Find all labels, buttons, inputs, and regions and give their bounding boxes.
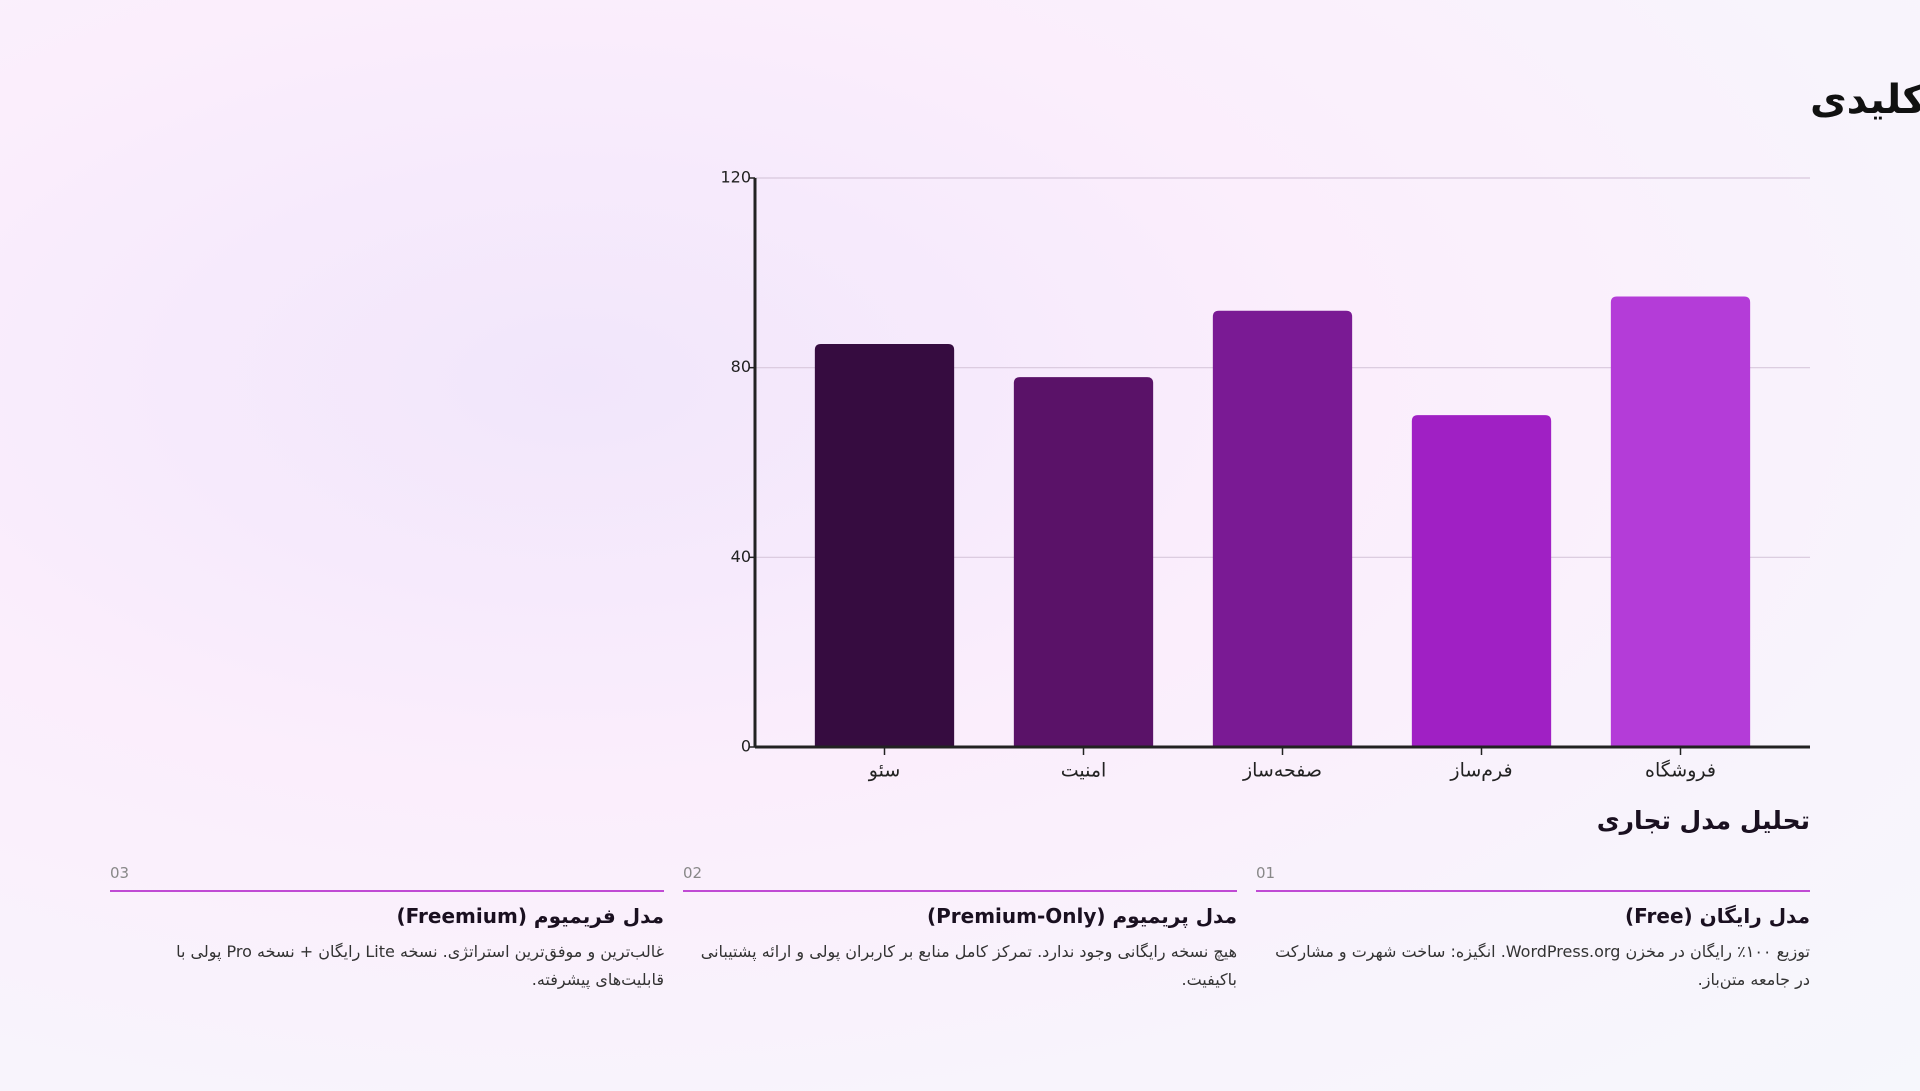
- x-tick-label: فرم‌ساز: [1449, 760, 1512, 782]
- chart-title: نقشه بازار افزونه‌های کلیدی: [1810, 77, 1920, 123]
- card-number: 02: [683, 864, 1237, 892]
- card: 01 مدل رایگان (Free) توزیع ۱۰۰٪ رایگان در …: [1256, 864, 1810, 994]
- x-tick-label: امنیت: [1061, 760, 1107, 782]
- card-description: غالب‌ترین و موفق‌ترین استراتژی. نسخه Lit…: [176, 942, 664, 989]
- y-tick-label: 80: [731, 357, 751, 376]
- card-title: مدل رایگان (Free): [1625, 904, 1810, 928]
- bar: [1610, 296, 1751, 747]
- chart: نقشه بازار افزونه‌های کلیدی 0 40 80 120 سئو ا…: [720, 77, 1920, 782]
- section-title: تحلیل مدل تجاری: [1596, 806, 1810, 835]
- bar: [1411, 415, 1552, 747]
- card-description: توزیع ۱۰۰٪ رایگان در مخزن WordPress.org.…: [1275, 942, 1810, 989]
- bar: [1212, 310, 1353, 747]
- card-number: 03: [110, 864, 664, 892]
- x-tick-label: فروشگاه: [1645, 759, 1716, 782]
- x-tick-label: سئو: [868, 760, 900, 782]
- card-description: هیچ نسخه رایگانی وجود ندارد. تمرکز کامل …: [700, 942, 1237, 989]
- card-number: 01: [1256, 864, 1810, 892]
- x-tick-label: صفحه‌ساز: [1242, 760, 1322, 782]
- card: 02 مدل پریمیوم (Premium-Only) هیچ نسخه رای…: [683, 864, 1237, 994]
- card-title: مدل پریمیوم (Premium-Only): [926, 904, 1237, 928]
- y-tick-label: 0: [741, 737, 751, 756]
- card: 03 مدل فریمیوم (Freemium) غالب‌ترین و موفق…: [110, 864, 664, 994]
- y-tick-label: 40: [731, 547, 751, 566]
- card-title: مدل فریمیوم (Freemium): [396, 904, 664, 928]
- y-tick-label: 120: [720, 168, 751, 187]
- bar: [814, 343, 955, 747]
- bar: [1013, 377, 1154, 747]
- cards: 01 مدل رایگان (Free) توزیع ۱۰۰٪ رایگان در …: [110, 864, 1810, 994]
